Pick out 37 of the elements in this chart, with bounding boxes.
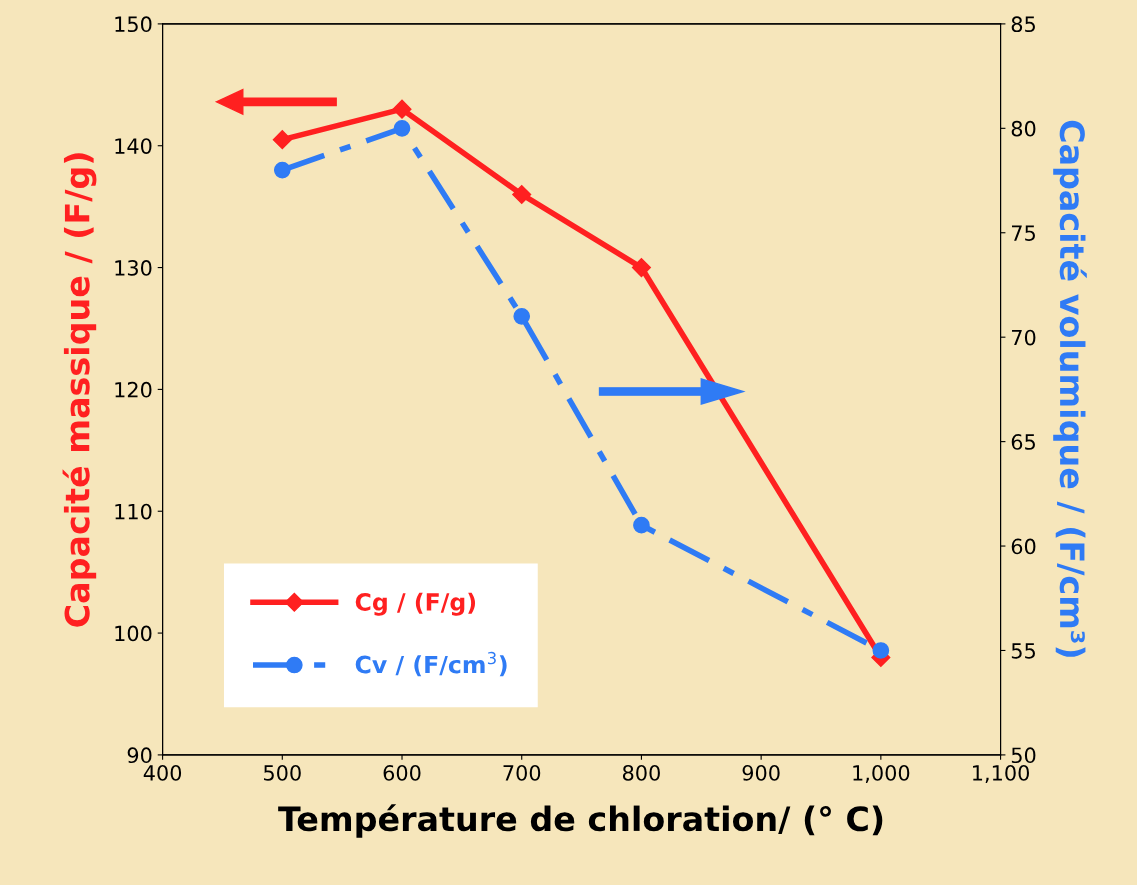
x-tick-label: 1,000 [853,765,910,783]
y2-tick-label: 50 [1011,747,1036,764]
y-tick-label: 150 [115,16,152,33]
y2-tick-label: 85 [1011,16,1035,33]
point [872,642,890,659]
x-tick-label: 400 [143,765,182,781]
point [631,258,651,278]
x-tick-label: 800 [622,765,660,781]
point [512,184,532,204]
x-tick-label: 900 [742,765,780,781]
y2-axis-title: Capacité volumique / (F/cm³) [1053,120,1087,657]
legend-label: Cg / (F/g) [355,592,476,616]
x-axis-title: Température de chloration/ (° C) [278,804,883,838]
point [392,99,412,119]
x-tick-label: 500 [264,765,301,781]
y2-tick-label: 55 [1011,643,1035,659]
x-tick-label: 700 [503,765,541,781]
y2-tick-label: 65 [1011,434,1035,450]
y-tick-label: 120 [115,381,152,398]
y2-tick-label: 80 [1011,120,1036,137]
y-axis-title: Capacité massique / (F/g) [62,153,97,627]
y2-tick-label: 60 [1011,538,1036,555]
point [272,130,292,150]
x-tick-label: 600 [383,765,421,781]
point [633,516,650,534]
y2-tick-label: 70 [1011,329,1036,346]
y-tick-label: 140 [115,138,152,154]
legend-label: Cv / (F/cm$^{3}$) [355,651,507,677]
y2-tick-label: 75 [1011,225,1035,241]
point [513,307,531,325]
y-tick-label: 130 [115,260,152,276]
point [273,161,291,179]
x-tick-label: 1,100 [973,765,1029,783]
y-tick-label: 100 [115,625,152,642]
point [393,119,411,137]
y-tick-label: 90 [127,747,152,764]
y-tick-label: 110 [115,503,152,520]
